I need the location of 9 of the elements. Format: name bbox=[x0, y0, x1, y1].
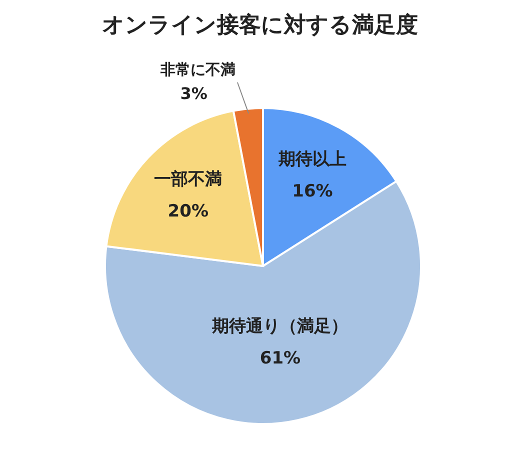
data-label: 20% bbox=[168, 201, 208, 222]
slice-label: 期待以上 bbox=[277, 150, 346, 170]
slice-label: 一部不満 bbox=[154, 169, 222, 190]
chart-title: オンライン接客に対する満足度 bbox=[102, 12, 418, 38]
data-label: 61% bbox=[260, 348, 301, 369]
data-label: 16% bbox=[292, 182, 333, 202]
slice-label: 非常に不満 bbox=[159, 60, 236, 78]
slice-label: 期待通り（満足） bbox=[211, 316, 348, 337]
data-label: 3% bbox=[180, 84, 208, 103]
